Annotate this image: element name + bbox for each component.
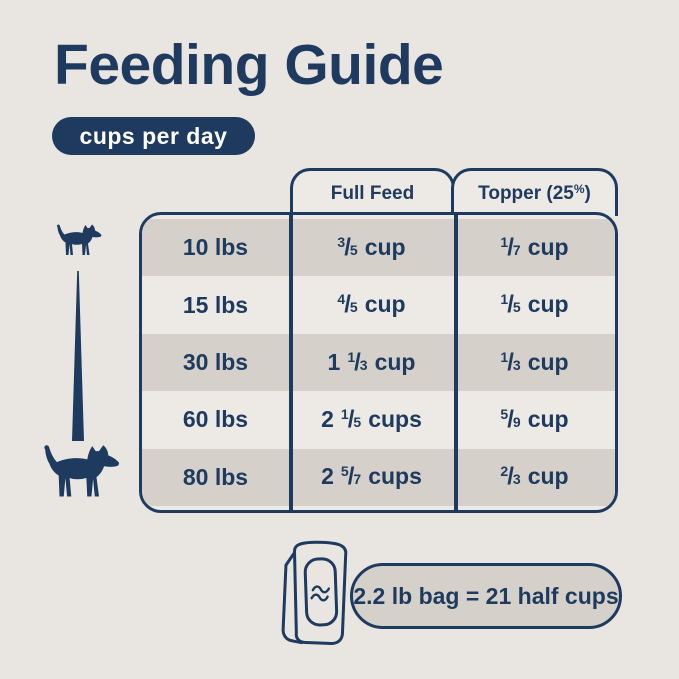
full-feed-label: Full Feed xyxy=(330,182,415,204)
bag-yield-text: 2.2 lb bag = 21 half cups xyxy=(353,582,619,609)
small-dog-icon xyxy=(56,224,102,255)
table-row: 10 lbs 3/5 cup 1/7 cup xyxy=(142,219,615,277)
topper-label: Topper (25 xyxy=(478,182,574,204)
table-row: 30 lbs 1 1/3 cup 1/3 cup xyxy=(142,333,615,392)
topper-percent-sign: % xyxy=(573,181,585,196)
column-divider xyxy=(454,215,458,510)
topper-cell: 1/7 cup xyxy=(500,233,569,261)
table-row: 60 lbs 2 1/5 cups 5/9 cup xyxy=(142,391,615,448)
cups-per-day-badge: cups per day xyxy=(52,117,255,155)
weight-cell: 30 lbs xyxy=(182,349,249,376)
full-feed-cell: 2 5/7 cups xyxy=(321,463,422,491)
topper-cell: 5/9 cup xyxy=(500,405,569,433)
topper-cell: 1/3 cup xyxy=(500,348,569,376)
large-dog-icon xyxy=(44,445,120,497)
weight-cell: 10 lbs xyxy=(182,234,249,261)
column-header-topper: Topper (25%) xyxy=(451,168,618,216)
topper-label-close: ) xyxy=(584,182,591,204)
column-divider xyxy=(289,215,293,510)
feeding-table: 10 lbs 3/5 cup 1/7 cup 15 lbs 4/5 cup 1/5 cu… xyxy=(139,212,618,513)
table-row: 80 lbs 2 5/7 cups 2/3 cup xyxy=(142,448,615,507)
size-scale-wedge xyxy=(72,271,84,441)
full-feed-cell: 2 1/5 cups xyxy=(321,405,422,433)
topper-cell: 1/5 cup xyxy=(500,291,569,319)
weight-cell: 80 lbs xyxy=(182,463,249,490)
page-title: Feeding Guide xyxy=(54,33,444,97)
full-feed-cell: 4/5 cup xyxy=(337,291,406,319)
column-header-full-feed: Full Feed xyxy=(290,168,455,216)
full-feed-cell: 1 1/3 cup xyxy=(327,348,416,376)
weight-cell: 60 lbs xyxy=(182,406,249,433)
weight-cell: 15 lbs xyxy=(182,291,249,318)
full-feed-cell: 3/5 cup xyxy=(337,233,406,261)
topper-cell: 2/3 cup xyxy=(500,463,569,491)
bag-yield-note: 2.2 lb bag = 21 half cups xyxy=(350,563,622,629)
table-row: 15 lbs 4/5 cup 1/5 cup xyxy=(142,276,615,333)
food-bag-icon xyxy=(281,540,348,646)
badge-label: cups per day xyxy=(79,122,228,149)
